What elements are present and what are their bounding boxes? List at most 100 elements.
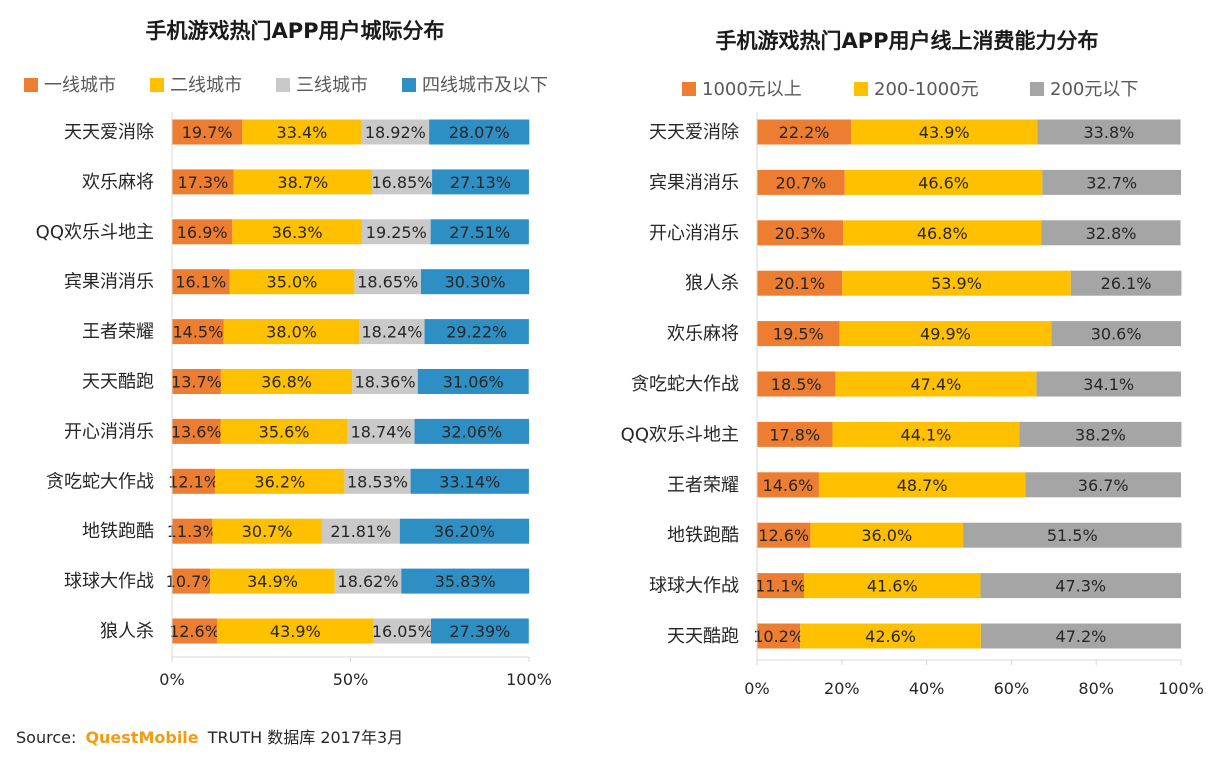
chart1-data-label: 36.8% — [261, 373, 312, 392]
chart2-data-label: 41.6% — [867, 577, 918, 596]
chart1-data-label: 33.4% — [277, 123, 328, 142]
chart1-legend-swatch-4 — [402, 78, 416, 92]
chart1-bar-segment — [229, 269, 355, 295]
chart1-data-label: 32.06% — [441, 422, 502, 441]
chart2-data-label: 47.4% — [911, 375, 962, 394]
chart2-bar-segment — [835, 371, 1037, 397]
chart1-bar-segment — [417, 369, 529, 394]
chart2-data-label: 46.6% — [918, 173, 969, 192]
chart1-bar-segment — [399, 518, 530, 544]
chart1-category-label: 天天爱消除 — [64, 122, 154, 143]
chart2-bar-segment — [818, 472, 1026, 498]
chart2-data-label: 44.1% — [901, 425, 952, 444]
chart1-data-label: 18.53% — [347, 472, 408, 491]
chart2-bar-segment — [1051, 321, 1181, 347]
chart2-bar-segment — [832, 421, 1020, 447]
chart2-bar-segment — [757, 522, 811, 548]
chart1-data-label: 18.24% — [361, 323, 422, 342]
chart1-bar-segment — [172, 468, 216, 494]
chart1-bar-segment — [172, 568, 211, 594]
chart1-data-label: 19.7% — [182, 123, 233, 142]
chart1-category-label: 天天酷跑 — [82, 372, 154, 393]
chart1-data-label: 30.7% — [242, 522, 293, 541]
chart1-category-label: 欢乐麻将 — [82, 172, 154, 193]
chart2-bar-segment — [757, 220, 844, 246]
chart1-data-label: 36.2% — [254, 472, 305, 491]
chart1-x-tick-label: 50% — [333, 670, 369, 689]
chart1-bar-segment — [172, 618, 217, 644]
chart2-category-label: 球球大作战 — [649, 576, 739, 597]
chart2-data-label: 36.0% — [861, 526, 912, 545]
chart1-data-label: 35.0% — [267, 273, 318, 292]
chart2-x-tick-label: 40% — [909, 679, 945, 698]
chart2-bar-segment — [1070, 270, 1182, 296]
chart2-category-label: 地铁跑酷 — [667, 525, 739, 546]
chart1-bar-segment — [421, 269, 530, 295]
chart2-category-label: 欢乐麻将 — [667, 324, 739, 345]
chart2-bar-segment — [757, 119, 852, 145]
chart2-bar-segment — [757, 270, 843, 296]
chart2-bar-segment — [842, 270, 1071, 296]
chart1-data-label: 27.51% — [449, 223, 510, 242]
chart1-data-label: 29.22% — [446, 323, 507, 342]
chart1-x-tick-label: 0% — [159, 670, 184, 689]
chart1-bar-segment — [347, 418, 415, 444]
chart1-data-label: 18.92% — [365, 123, 426, 142]
chart1-data-label: 16.1% — [175, 273, 226, 292]
chart2-bar-segment — [757, 472, 819, 498]
chart1-data-label: 27.39% — [449, 622, 510, 641]
chart2-data-label: 20.3% — [775, 224, 826, 243]
chart1-data-label: 13.6% — [171, 422, 222, 441]
chart1-data-label: 28.07% — [449, 123, 510, 142]
chart2-x-tick-label: 0% — [744, 679, 769, 698]
chart2-bar-segment — [800, 623, 981, 649]
chart2-bar-segment — [757, 371, 836, 397]
chart2-bar-segment — [757, 169, 845, 195]
chart2-data-label: 19.5% — [773, 325, 824, 344]
chart2-data-label: 47.2% — [1056, 627, 1107, 646]
chart1-category-label: 宾果消消乐 — [64, 272, 154, 293]
chart2-bar-segment — [1037, 119, 1181, 145]
chart1-category-label: 王者荣耀 — [82, 322, 154, 343]
chart1-category-label: 狼人杀 — [100, 621, 154, 642]
chart1-legend-swatch-1 — [24, 78, 38, 92]
chart2-data-label: 51.5% — [1047, 526, 1098, 545]
chart1-bar-segment — [220, 418, 348, 444]
chart2-bar-segment — [980, 623, 1181, 649]
chart2-title: 手机游戏热门APP用户线上消费能力分布 — [715, 29, 1098, 53]
chart2-category-label: 天天酷跑 — [667, 626, 739, 647]
chart2-bar-segment — [810, 522, 964, 548]
chart2-data-label: 47.3% — [1055, 577, 1106, 596]
chart1-data-label: 34.9% — [247, 572, 298, 591]
chart2-data-label: 48.7% — [897, 476, 948, 495]
chart2-data-label: 34.1% — [1083, 375, 1134, 394]
chart1-x-tick-label: 100% — [506, 670, 552, 689]
chart1-bar-segment — [210, 568, 335, 594]
chart2-x-tick-label: 60% — [994, 679, 1030, 698]
chart2-category-label: 贪吃蛇大作战 — [631, 374, 739, 395]
chart1-data-label: 21.81% — [330, 522, 391, 541]
chart1-data-label: 16.85% — [371, 173, 432, 192]
chart2-data-label: 43.9% — [919, 123, 970, 142]
chart2-data-label: 20.7% — [775, 173, 826, 192]
chart2-data-label: 49.9% — [920, 325, 971, 344]
chart1-bar-segment — [414, 418, 529, 444]
chart1-bar-segment — [172, 169, 234, 195]
chart1-category-label: 地铁跑酷 — [82, 521, 154, 542]
chart1-legend-label-1: 一线城市 — [44, 75, 116, 96]
chart1-data-label: 36.3% — [272, 223, 323, 242]
chart1-bar-segment — [354, 269, 422, 295]
chart2-bar-segment — [851, 119, 1038, 145]
chart2-data-label: 18.5% — [771, 375, 822, 394]
chart1-bar-segment — [361, 219, 431, 245]
chart1-category-label: 贪吃蛇大作战 — [46, 471, 154, 492]
chart1-bar-segment — [429, 119, 530, 145]
chart2-bar-segment — [757, 421, 833, 447]
chart2-legend-label-2: 200-1000元 — [874, 79, 979, 100]
chart1-bar-segment — [371, 169, 433, 195]
chart1-legend-label-4: 四线城市及以下 — [422, 75, 548, 96]
chart1-bar-segment — [212, 518, 322, 544]
chart1-data-label: 38.0% — [266, 323, 317, 342]
chart2-data-label: 33.8% — [1084, 123, 1135, 142]
chart2-x-tick-label: 20% — [824, 679, 860, 698]
